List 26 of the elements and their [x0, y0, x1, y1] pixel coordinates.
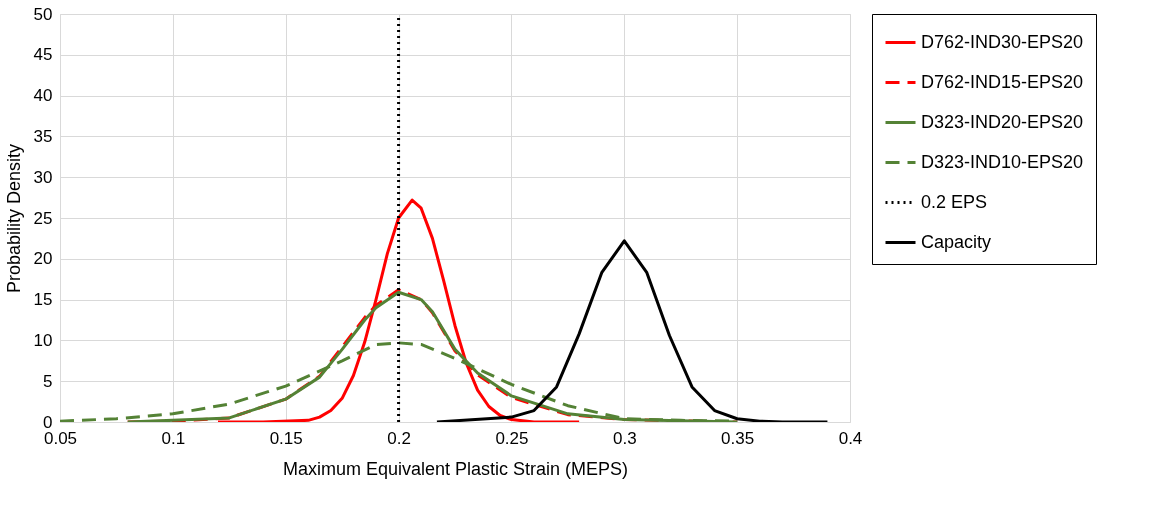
y-tick-label: 10 [33, 330, 53, 350]
x-tick-label: 0.35 [721, 428, 755, 448]
y-tick-label: 35 [33, 126, 53, 146]
y-tick-label: 25 [33, 208, 53, 228]
x-axis-title: Maximum Equivalent Plastic Strain (MEPS) [282, 458, 629, 479]
y-tick-label: 50 [33, 4, 53, 24]
y-tick-label: 45 [33, 45, 53, 65]
legend-label: D762-IND15-EPS20 [921, 71, 1084, 92]
legend-label: D762-IND30-EPS20 [921, 31, 1084, 52]
line-series [435, 239, 829, 422]
y-tick-label: 20 [33, 249, 53, 269]
x-tick-label: 0.15 [269, 428, 303, 448]
legend-label: D323-IND10-EPS20 [921, 151, 1084, 172]
x-tick-label: 0.2 [387, 428, 411, 448]
y-axis-title: Probability Density [3, 143, 24, 294]
x-tick-label: 0.4 [838, 428, 863, 448]
y-tick-label: 15 [33, 290, 53, 310]
legend-label: 0.2 EPS [921, 191, 988, 212]
legend-label: Capacity [921, 231, 992, 252]
y-tick-label: 40 [33, 86, 53, 106]
x-tick-label: 0.25 [495, 428, 529, 448]
y-tick-label: 5 [43, 371, 53, 391]
x-tick-label: 0.3 [612, 428, 637, 448]
legend-label: D323-IND20-EPS20 [921, 111, 1084, 132]
y-tick-label: 30 [33, 167, 53, 187]
x-tick-label: 0.1 [161, 428, 186, 448]
